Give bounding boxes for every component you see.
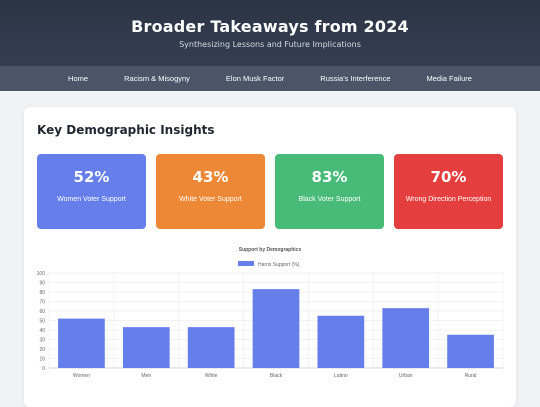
x-tick-label: Latino	[334, 373, 348, 379]
nav-elon-musk-factor[interactable]: Elon Musk Factor	[225, 74, 285, 83]
chart-bars	[58, 289, 494, 368]
legend-label: Harris Support (%)	[258, 262, 300, 268]
stat-card-black: 83% Black Voter Support	[275, 154, 384, 229]
bar-women	[58, 318, 105, 368]
nav-racism-misogyny[interactable]: Racism & Misogyny	[124, 74, 190, 83]
bar-urban	[382, 308, 430, 368]
x-tick-label: Women	[73, 373, 90, 379]
stat-value: 52%	[73, 168, 110, 186]
x-tick-label: Men	[141, 373, 151, 379]
stat-label: Black Voter Support	[298, 196, 361, 203]
y-tick-label: 90	[39, 280, 45, 286]
stat-value: 70%	[430, 168, 467, 186]
page-subtitle: Synthesizing Lessons and Future Implicat…	[179, 40, 361, 49]
stat-label: White Voter Support	[179, 196, 242, 203]
x-tick-label: Rural	[465, 373, 477, 379]
y-tick-label: 60	[39, 309, 45, 315]
stat-card-women: 52% Women Voter Support	[37, 154, 146, 229]
y-axis-ticks: 0 10 20 30 40 50 60 70 80 90 100	[37, 271, 46, 372]
bar-men	[122, 327, 170, 368]
y-tick-label: 0	[42, 366, 45, 372]
y-tick-label: 20	[39, 347, 45, 353]
x-axis-ticks: Women Men White Black Latino Urban Rural	[73, 373, 477, 379]
section-title: Key Demographic Insights	[37, 123, 215, 137]
stat-label: Wrong Direction Perception	[405, 196, 492, 203]
bar-white	[187, 327, 235, 368]
nav-russias-interference[interactable]: Russia's Interference	[320, 74, 391, 83]
y-tick-label: 70	[39, 299, 45, 305]
insights-card: Key Demographic Insights 52% Women Voter…	[24, 107, 516, 407]
legend-swatch	[238, 261, 254, 266]
stat-value: 43%	[192, 168, 229, 186]
nav-home[interactable]: Home	[68, 74, 89, 83]
y-tick-label: 100	[37, 271, 46, 277]
page-header: Broader Takeaways from 2024 Synthesizing…	[0, 0, 540, 66]
bar-rural	[447, 334, 494, 368]
bar-black	[252, 289, 300, 368]
y-tick-label: 50	[39, 318, 45, 324]
y-tick-label: 40	[39, 328, 45, 334]
stat-label: Women Voter Support	[57, 196, 126, 203]
top-nav: Home Racism & Misogyny Elon Musk Factor …	[0, 66, 540, 91]
bar-latino	[317, 315, 365, 368]
stat-card-wrong-direction: 70% Wrong Direction Perception	[394, 154, 503, 229]
stat-value: 83%	[311, 168, 348, 186]
x-tick-label: White	[205, 373, 218, 379]
y-tick-label: 30	[39, 337, 45, 343]
support-bar-chart: Support by Demographics Harris Support (…	[37, 247, 504, 379]
page-title: Broader Takeaways from 2024	[131, 17, 409, 36]
x-tick-label: Urban	[399, 373, 413, 379]
x-tick-label: Black	[270, 373, 283, 379]
y-tick-label: 80	[39, 290, 45, 296]
chart-title: Support by Demographics	[239, 247, 302, 253]
stat-card-white: 43% White Voter Support	[156, 154, 265, 229]
nav-media-failure[interactable]: Media Failure	[426, 74, 472, 83]
y-tick-label: 10	[39, 356, 45, 362]
